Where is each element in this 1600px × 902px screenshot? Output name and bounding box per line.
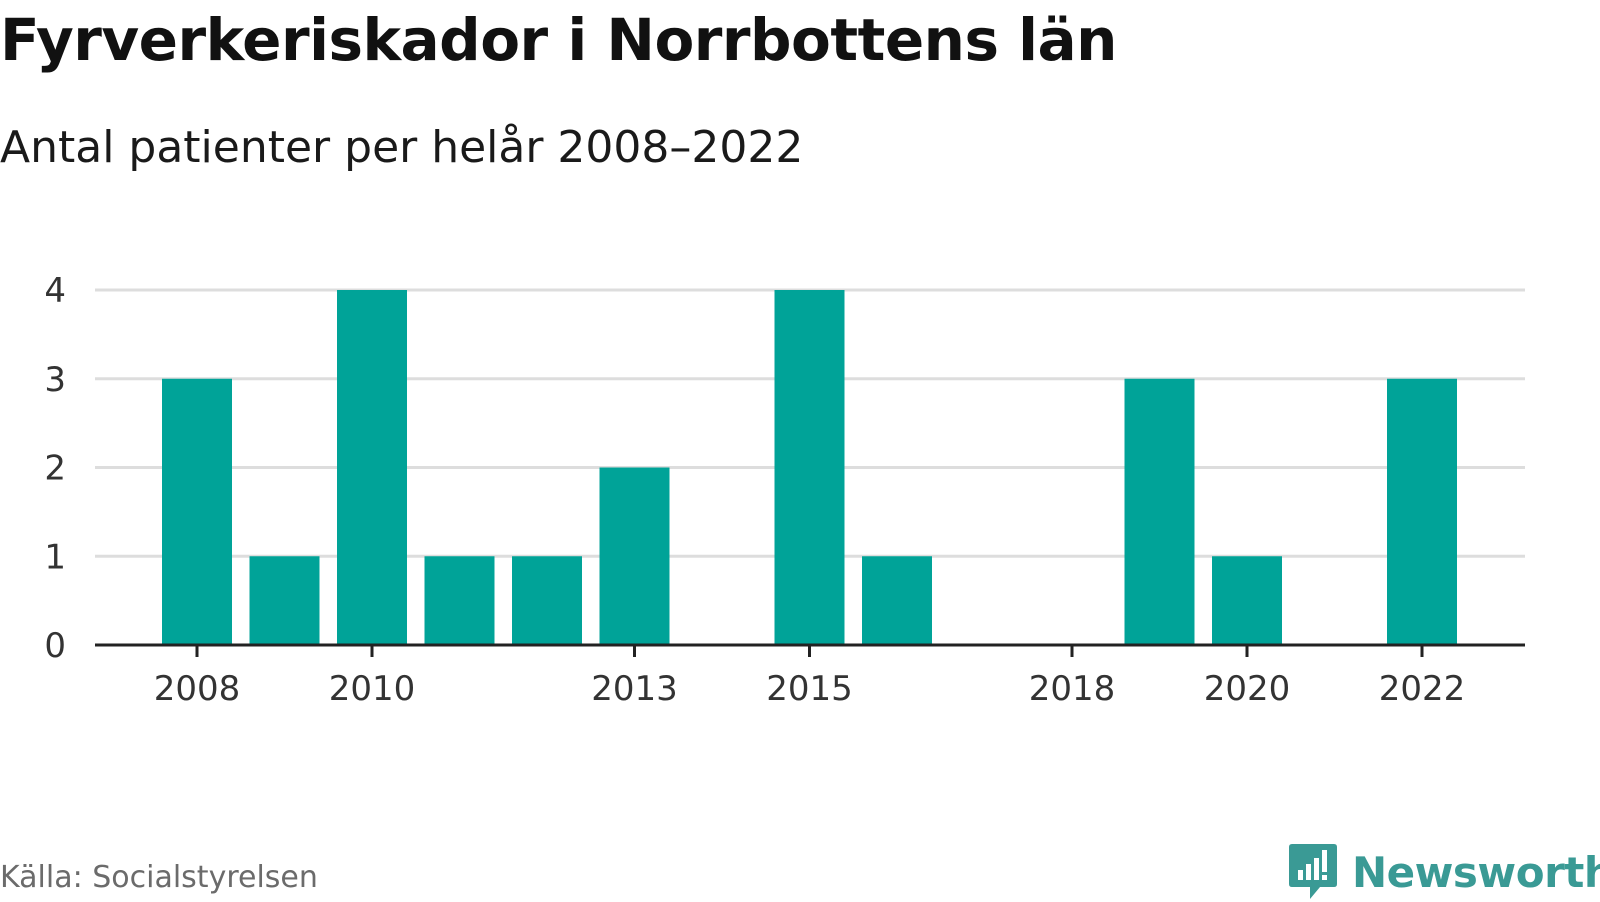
x-tick-label: 2020	[1204, 669, 1291, 709]
y-tick-label: 3	[44, 360, 66, 400]
bar-2011	[424, 556, 495, 645]
y-tick-label: 2	[44, 449, 66, 489]
x-tick-label: 2015	[766, 669, 853, 709]
bars	[162, 290, 1457, 645]
brand-name: Newsworthy	[1352, 847, 1600, 897]
bar-2022	[1387, 378, 1457, 645]
bar-2020	[1212, 556, 1282, 645]
y-tick-label: 4	[44, 271, 66, 311]
bar-2013	[599, 467, 670, 645]
brand-logo[interactable]: Newsworthy	[1288, 842, 1600, 902]
chart-title: Fyrverkeriskador i Norrbottens län	[0, 6, 1117, 74]
bar-2019	[1124, 378, 1195, 645]
y-tick-label: 0	[44, 626, 66, 666]
y-tick-label: 1	[44, 537, 66, 577]
x-tick-label: 2022	[1379, 669, 1466, 709]
newsworthy-logo-icon	[1289, 844, 1337, 899]
bar-2010	[337, 290, 407, 645]
x-tick-label: 2008	[154, 669, 241, 709]
bar-2012	[512, 556, 582, 645]
axes: 0 1 2 3 4 2008 2010 2013 2015 2018 2020 2022	[44, 271, 1525, 709]
x-tick-label: 2010	[329, 669, 416, 709]
x-tick-label: 2013	[591, 669, 678, 709]
bar-2008	[162, 378, 232, 645]
bar-2016	[862, 556, 932, 645]
source-note: Källa: Socialstyrelsen	[0, 860, 318, 895]
chart-subtitle: Antal patienter per helår 2008–2022	[0, 122, 804, 173]
x-tick-label: 2018	[1029, 669, 1116, 709]
bar-2015	[774, 290, 845, 645]
bar-2009	[249, 556, 320, 645]
